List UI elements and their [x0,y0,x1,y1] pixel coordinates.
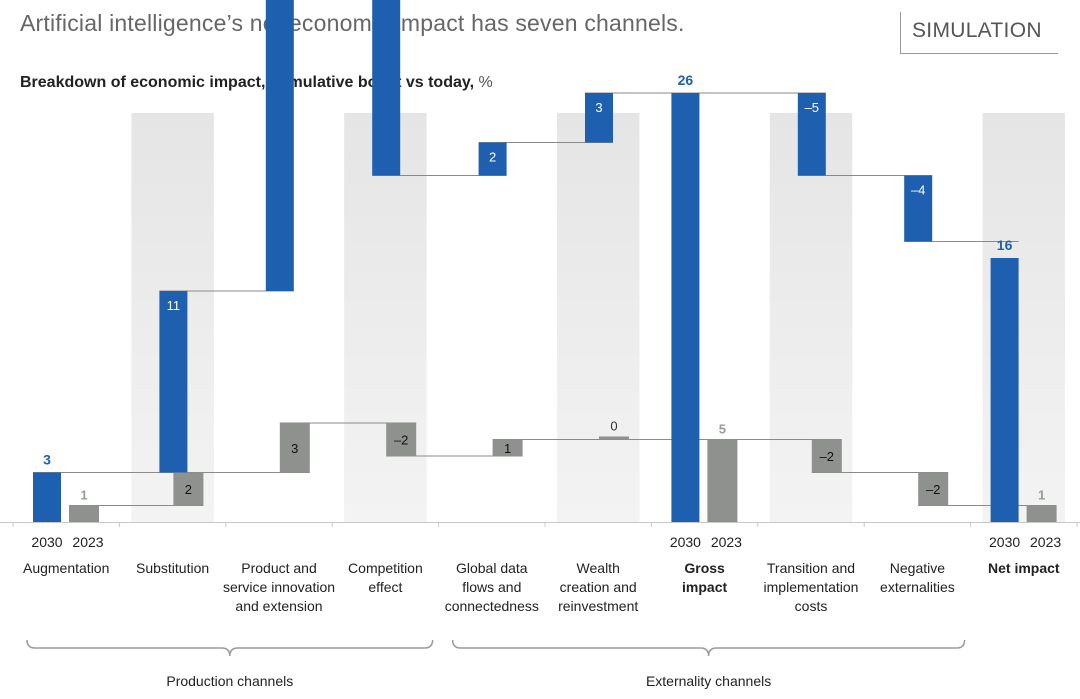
value-label-2023: –2 [394,433,408,448]
chart-unit: % [478,74,493,91]
category-label: externalities [880,579,955,595]
value-label-2023: 5 [719,422,726,437]
group-label: Externality channels [646,673,771,689]
value-label-2023: 1 [1038,488,1045,503]
category-label: Augmentation [23,560,109,576]
category-label: and extension [235,598,322,614]
bar-2023 [1026,505,1057,522]
bar-2023 [69,505,99,522]
bar-2023 [173,472,204,506]
group-brace [451,639,966,657]
bar-2030 [372,0,401,176]
year-label-2023: 2023 [711,534,742,550]
value-label-2023: 0 [610,419,617,434]
value-label-2023: 3 [291,441,298,456]
category-label: connectedness [445,598,539,614]
value-label-2023: 1 [504,441,511,456]
category-label: implementation [764,579,859,595]
bar-2023 [707,439,738,522]
category-label: Substitution [136,560,209,576]
bar-2023 [599,436,629,440]
year-label-2030: 2030 [31,534,62,550]
value-label-2023: 1 [80,488,87,503]
category-label: effect [368,579,402,595]
category-label: Net impact [988,560,1060,576]
value-label-2030: 3 [595,100,602,115]
bar-2023 [279,423,310,473]
bar-2030 [797,93,826,176]
value-label-2030: –4 [911,183,925,198]
bar-2030 [990,258,1019,522]
column-band-fade [557,113,640,522]
bar-2030 [671,93,700,522]
category-label: Wealth [577,560,620,576]
category-label: flows and [462,579,521,595]
value-label-2030: 11 [167,298,181,313]
category-label: impact [682,579,727,595]
bar-2023 [386,423,417,456]
value-label-2030: 3 [43,452,51,468]
bar-2023 [811,439,842,473]
chart-subtitle-text: Breakdown of economic impact, cumulative… [20,74,475,91]
category-label: service innovation [223,579,335,595]
bar-2030 [904,175,933,242]
category-label: reinvestment [558,598,638,614]
year-label-2023: 2023 [1030,534,1061,550]
value-label-2030: 2 [489,150,496,165]
value-label-2030: –5 [805,100,819,115]
year-label-2023: 2023 [72,534,103,550]
category-label: costs [795,598,828,614]
category-label: Gross [684,560,725,576]
category-label: creation and [560,579,637,595]
bar-2030 [33,472,61,522]
year-label-2030: 2030 [670,534,701,550]
bar-2030 [159,291,188,473]
bar-2030 [478,142,507,176]
category-label: Product and [241,560,317,576]
value-label-2023: –2 [820,449,834,464]
simulation-tag: SIMULATION [900,12,1058,54]
value-label-2030: 16 [997,237,1013,253]
category-label: Negative [890,560,945,576]
category-label: Transition and [767,560,855,576]
year-label-2030: 2030 [989,534,1020,550]
chart-subtitle: Breakdown of economic impact, cumulative… [20,74,493,92]
bar-2030 [585,93,613,143]
bar-2023 [492,439,523,456]
category-label: Competition [348,560,423,576]
bar-2030 [265,0,294,291]
bar-2023 [918,472,949,506]
value-label-2030: 26 [678,72,694,88]
value-label-2023: –2 [926,482,940,497]
value-label-2023: 2 [185,482,192,497]
group-brace [26,639,434,657]
headline: Artificial intelligence’s net economic i… [20,10,685,36]
category-label: Global data [456,560,528,576]
group-label: Production channels [166,673,293,689]
